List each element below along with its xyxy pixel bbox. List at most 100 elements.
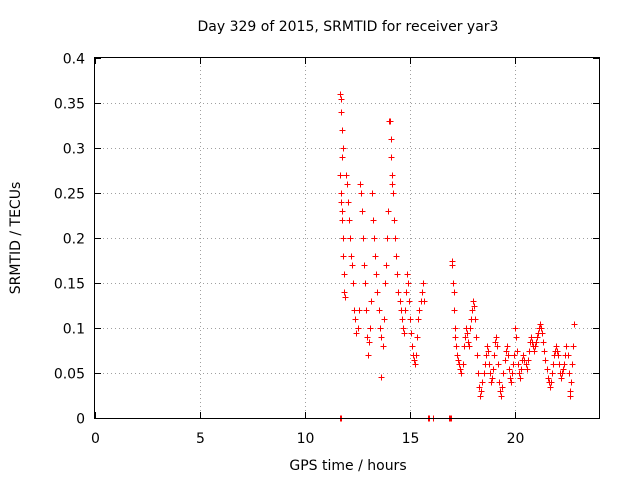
data-point [528,334,535,341]
data-point [549,370,556,377]
data-point [358,190,365,197]
data-point [370,217,377,224]
data-point [416,307,423,314]
data-point [451,289,458,296]
data-point [507,375,514,382]
data-point [403,289,410,296]
data-point [518,366,525,373]
data-point [355,325,362,332]
data-point [493,334,500,341]
data-point [497,388,504,395]
data-point [389,181,396,188]
data-point [339,217,346,224]
data-point [450,280,457,287]
data-point [389,172,396,179]
data-point [337,91,344,98]
data-point [470,298,477,305]
data-point [388,136,395,143]
data-point [492,339,499,346]
data-point [345,199,352,206]
data-point [405,280,412,287]
data-point [369,190,376,197]
data-point [460,361,467,368]
data-point [363,307,370,314]
data-point [413,352,420,359]
data-point [488,379,495,386]
data-point [387,118,394,125]
data-point [364,334,371,341]
data-point [494,343,501,350]
data-point [361,262,368,269]
data-point [462,334,469,341]
data-point [367,325,374,332]
plot-frame [94,57,600,419]
data-point [548,379,555,386]
data-point [545,375,552,382]
data-point [365,352,372,359]
data-point [347,235,354,242]
data-point [560,366,567,373]
data-point [476,384,483,391]
data-point [451,307,458,314]
data-point [474,352,481,359]
data-point [338,199,345,206]
data-point [420,280,427,287]
data-point [555,352,562,359]
x-tick-label: 20 [507,431,525,447]
y-tick-label: 0.1 [63,322,85,338]
data-point [570,343,577,350]
data-point [415,316,422,323]
data-point [541,348,548,355]
data-point [388,154,395,161]
y-tick-label: 0.4 [63,52,85,68]
data-point [377,325,384,332]
data-point [540,339,547,346]
data-point [512,325,519,332]
data-point [344,181,351,188]
data-point [390,190,397,197]
data-point [558,375,565,382]
data-point [356,307,363,314]
data-point [338,190,345,197]
data-point [374,289,381,296]
data-point [472,316,479,323]
data-point [392,235,399,242]
data-point [341,289,348,296]
data-point [524,366,531,373]
grid-lines [95,58,599,418]
data-point [466,343,473,350]
y-tick-labels: 0 0.05 0.1 0.15 0.2 0.25 0.3 0.35 0.4 [54,52,85,428]
y-tick-label: 0.35 [54,97,85,113]
data-point [539,330,546,337]
data-point [449,262,456,269]
data-point [505,352,512,359]
data-point [378,334,385,341]
data-point [452,334,459,341]
data-point [381,316,388,323]
data-point [498,393,505,400]
data-point [506,366,513,373]
data-point [478,388,485,395]
data-point [391,217,398,224]
data-point [352,316,359,323]
data-point [534,334,541,341]
data-point [537,321,544,328]
data-point [407,316,414,323]
data-point [338,109,345,116]
data-point [508,379,515,386]
data-point [393,253,400,260]
data-point [479,379,486,386]
y-axis-label: SRMTID / TECUs [8,182,24,295]
data-point [343,172,350,179]
data-point [496,379,503,386]
data-point [516,370,523,377]
data-point [340,253,347,260]
data-point [453,343,460,350]
data-point [469,307,476,314]
data-point [514,348,521,355]
data-point [491,352,498,359]
data-point [483,352,490,359]
data-point [550,361,557,368]
data-point [401,330,408,337]
